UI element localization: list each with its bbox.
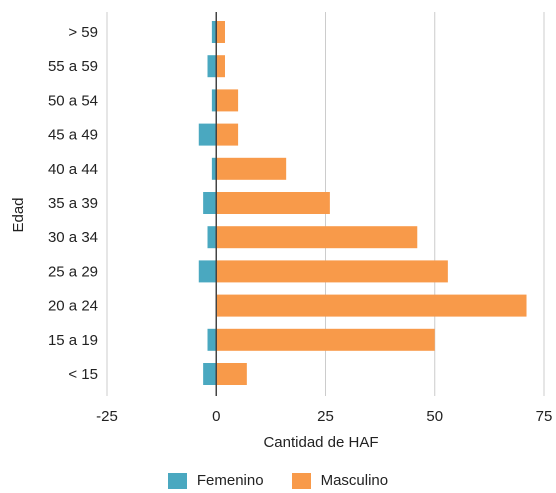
y-tick-labels: > 59 55 a 59 50 a 54 45 a 49 40 a 44 35 a 39 3… <box>48 24 98 383</box>
bar-femenino <box>211 89 217 112</box>
y-tick-label: 25 a 29 <box>48 263 98 280</box>
bar-masculino <box>216 226 418 249</box>
bar-masculino <box>216 89 239 112</box>
y-tick-label: < 15 <box>68 366 98 383</box>
bar-masculino <box>216 21 225 43</box>
y-tick-label: 50 a 54 <box>48 92 98 109</box>
y-tick-label: 55 a 59 <box>48 58 98 75</box>
y-tick-label: 45 a 49 <box>48 127 98 144</box>
bar-masculino <box>216 192 330 214</box>
bar-femenino <box>211 21 217 43</box>
x-tick-label: 75 <box>536 408 553 425</box>
x-tick-label: -25 <box>96 408 118 425</box>
bar-masculino <box>216 363 247 385</box>
y-tick-label: 20 a 24 <box>48 298 98 315</box>
y-tick-label: 15 a 19 <box>48 332 98 349</box>
y-axis-label: Edad <box>10 197 27 232</box>
x-tick-labels: -25 0 25 50 75 <box>96 408 552 425</box>
legend-item-masculino: Masculino <box>291 472 389 489</box>
y-tick-label: > 59 <box>68 24 98 41</box>
legend-item-femenino: Femenino <box>167 472 264 489</box>
y-tick-label: 40 a 44 <box>48 161 98 178</box>
legend-label-femenino: Femenino <box>196 472 264 489</box>
bar-femenino <box>207 328 217 351</box>
x-axis-label: Cantidad de HAF <box>263 434 378 451</box>
x-tick-label: 50 <box>426 408 443 425</box>
bar-femenino <box>211 157 217 180</box>
legend-label-masculino: Masculino <box>320 472 389 489</box>
bar-femenino <box>203 363 217 385</box>
bar-masculino <box>216 328 435 351</box>
bar-masculino <box>216 123 239 146</box>
bar-femenino <box>207 226 217 249</box>
bar-masculino <box>216 55 225 78</box>
y-tick-label: 35 a 39 <box>48 195 98 212</box>
x-tick-label: 25 <box>317 408 334 425</box>
bar-femenino <box>207 55 217 78</box>
bar-femenino <box>198 260 217 283</box>
bar-masculino <box>216 260 448 283</box>
y-tick-label: 30 a 34 <box>48 229 98 246</box>
legend-swatch-masculino <box>291 472 311 489</box>
x-tick-label: 0 <box>212 408 220 425</box>
legend-swatch-femenino <box>167 472 187 489</box>
bar-masculino <box>216 294 527 317</box>
bar-femenino <box>198 123 217 146</box>
bar-masculino <box>216 157 287 180</box>
legend: Femenino Masculino <box>0 472 556 489</box>
bar-femenino <box>203 192 217 214</box>
bars <box>198 21 527 385</box>
